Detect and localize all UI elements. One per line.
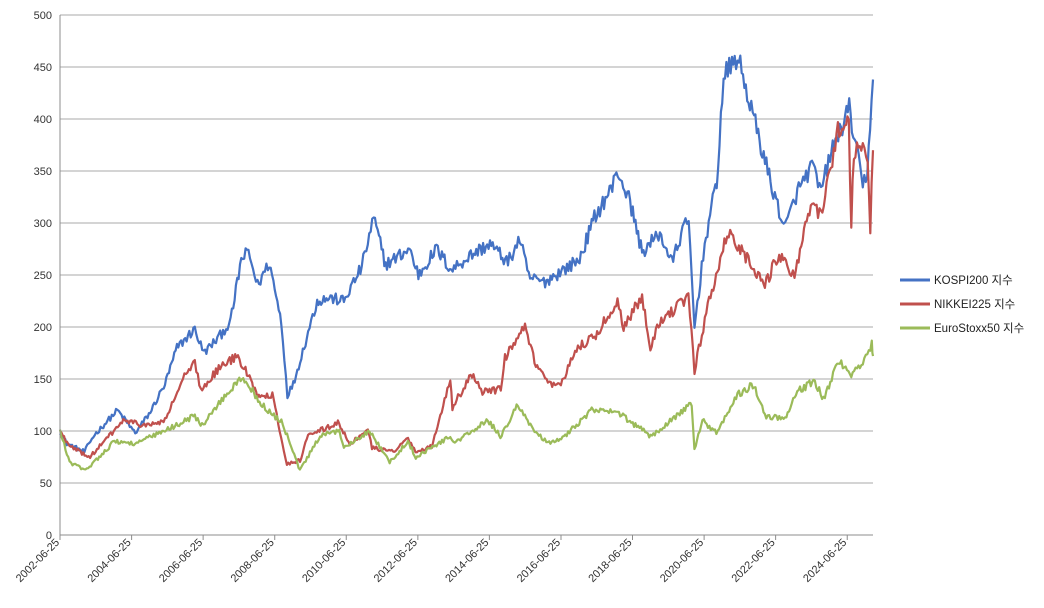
- series-line-0: [59, 54, 875, 454]
- x-tick-label: 2016-06-25: [515, 537, 563, 585]
- legend: KOSPI200 지수 NIKKEI225 지수 EuroStoxx50 지수: [900, 274, 1024, 335]
- y-tick-label: 150: [34, 374, 52, 386]
- series-line-1: [59, 115, 875, 466]
- x-tick-label: 2020-06-25: [658, 537, 706, 585]
- x-tick-label: 2012-06-25: [372, 537, 420, 585]
- y-tick-label: 100: [34, 426, 52, 438]
- series-lines: [58, 54, 875, 471]
- y-tick-label: 0: [46, 530, 52, 542]
- y-tick-label: 250: [34, 270, 52, 282]
- legend-label: EuroStoxx50 지수: [934, 322, 1024, 335]
- x-tick-label: 2022-06-25: [729, 537, 777, 585]
- x-tick-label: 2010-06-25: [300, 537, 348, 585]
- x-tick-label: 2002-06-25: [14, 537, 62, 585]
- legend-label: NIKKEI225 지수: [934, 298, 1015, 311]
- axes: [59, 15, 873, 536]
- x-tick-label: 2006-06-25: [157, 537, 205, 585]
- legend-label: KOSPI200 지수: [934, 274, 1013, 287]
- x-axis-tick-labels: 2002-06-25 2004-06-25 2006-06-25 2008-06-25…: [14, 535, 849, 585]
- y-tick-label: 50: [40, 478, 52, 490]
- y-tick-label: 400: [34, 114, 52, 126]
- x-tick-label: 2018-06-25: [586, 537, 634, 585]
- x-tick-label: 2008-06-25: [229, 537, 277, 585]
- y-tick-label: 500: [34, 10, 52, 22]
- y-tick-label: 450: [34, 62, 52, 74]
- gridlines: [60, 14, 873, 484]
- y-axis-tick-labels: 0 50 100 150 200 250 300 350 400 450 500: [34, 10, 52, 542]
- x-tick-label: 2014-06-25: [443, 537, 491, 585]
- y-tick-label: 200: [34, 322, 52, 334]
- y-tick-label: 300: [34, 218, 52, 230]
- series-line-2: [58, 339, 875, 471]
- y-tick-label: 350: [34, 166, 52, 178]
- x-tick-label: 2024-06-25: [801, 537, 849, 585]
- x-tick-label: 2004-06-25: [85, 537, 133, 585]
